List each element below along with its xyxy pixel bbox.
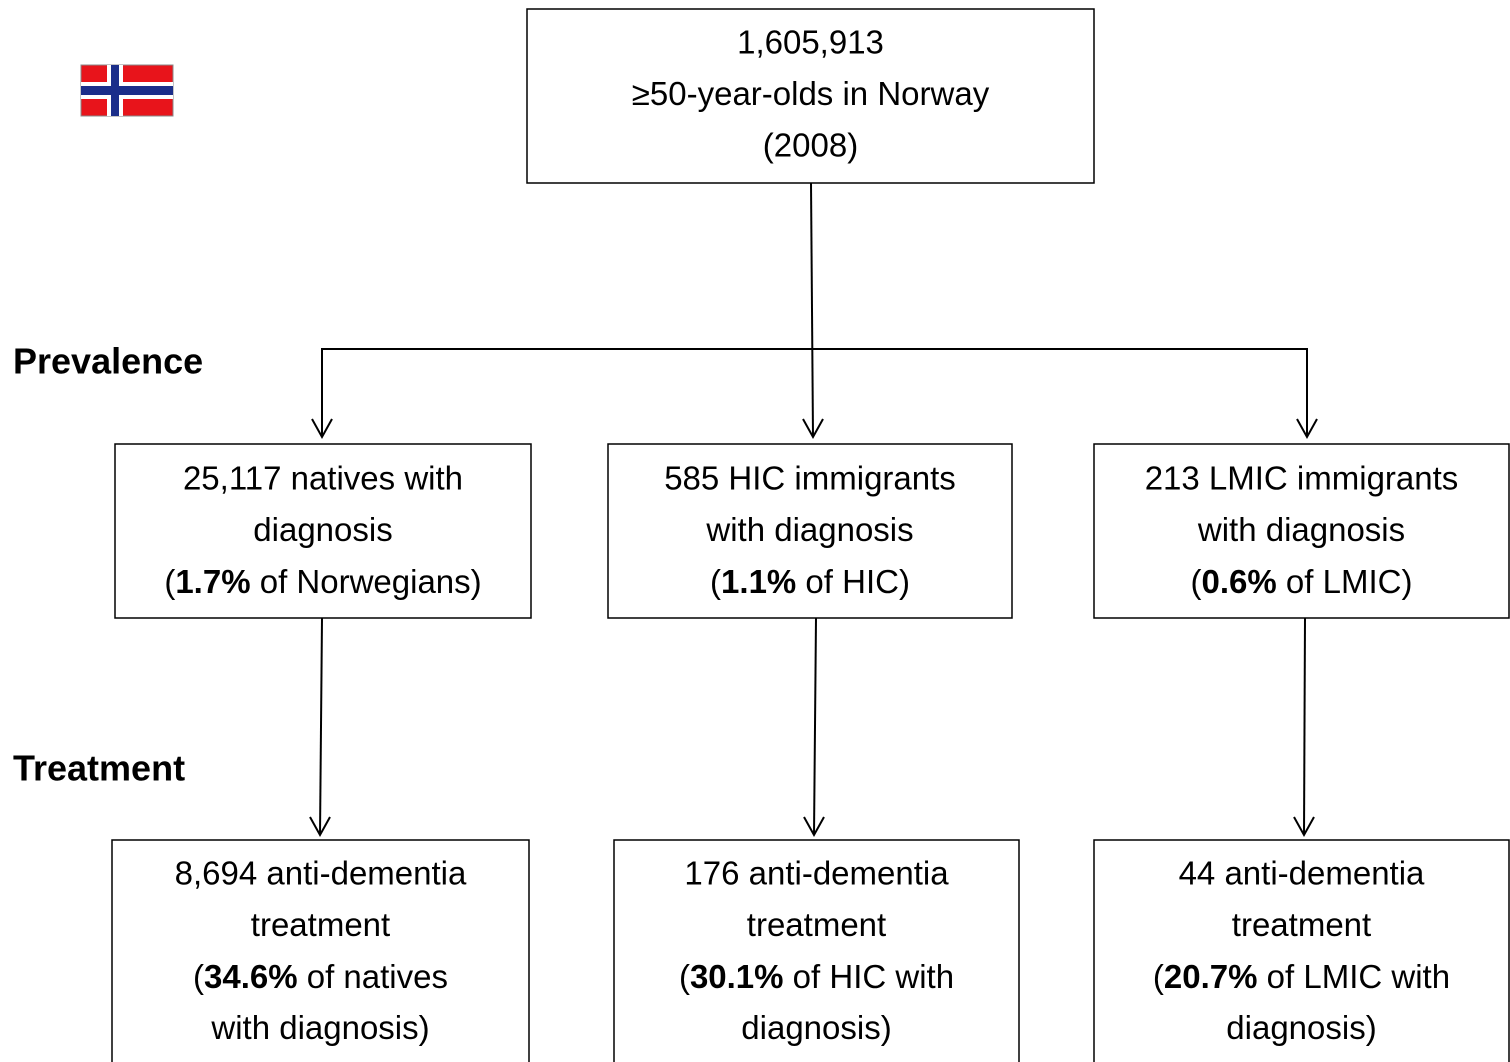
node-text: diagnosis	[253, 511, 392, 548]
node-text: 176 anti-dementia	[684, 855, 949, 892]
text-part: (	[1153, 958, 1164, 995]
node-text: (2008)	[763, 127, 858, 164]
arrowhead	[311, 418, 333, 440]
node-box	[1093, 839, 1510, 1062]
node-text: treatment	[251, 906, 390, 943]
node-text: (1.1% of HIC)	[710, 563, 910, 600]
text-part: of HIC)	[796, 563, 910, 600]
node-text: (1.7% of Norwegians)	[164, 563, 481, 600]
stage-label: Treatment	[13, 748, 185, 789]
node-text: with diagnosis)	[210, 1009, 429, 1046]
node-text: 8,694 anti-dementia	[175, 855, 467, 892]
node-text: (34.6% of natives	[193, 958, 448, 995]
node-text: diagnosis)	[741, 1009, 891, 1046]
node-text: treatment	[747, 906, 886, 943]
flag	[80, 64, 174, 117]
node-text: (0.6% of LMIC)	[1191, 563, 1413, 600]
text-part: of LMIC with	[1258, 958, 1451, 995]
node-text: 1,605,913	[737, 24, 884, 61]
text-part: of natives	[298, 958, 448, 995]
arrowhead	[803, 816, 825, 838]
node-text: with diagnosis	[1197, 511, 1405, 548]
arrowhead	[802, 418, 824, 440]
node-text: 213 LMIC immigrants	[1145, 460, 1459, 497]
bold-percent: 30.1%	[690, 958, 784, 995]
bold-percent: 20.7%	[1164, 958, 1258, 995]
bold-percent: 34.6%	[204, 958, 298, 995]
text-part: of LMIC)	[1277, 563, 1413, 600]
text-part: (	[710, 563, 721, 600]
node-text: diagnosis)	[1226, 1009, 1376, 1046]
text-part: (	[679, 958, 690, 995]
node-box	[613, 839, 1020, 1062]
node-text: 585 HIC immigrants	[664, 460, 956, 497]
node-text: 25,117 natives with	[183, 460, 463, 497]
arrowhead	[1296, 418, 1318, 440]
node-text: treatment	[1232, 906, 1371, 943]
node-box	[114, 443, 532, 619]
bold-percent: 1.1%	[721, 563, 796, 600]
text-part: of Norwegians)	[251, 563, 482, 600]
node-box	[526, 8, 1095, 184]
arrowhead	[1293, 816, 1315, 838]
node-text: (30.1% of HIC with	[679, 958, 954, 995]
text-part: (	[193, 958, 204, 995]
stage-label: Prevalence	[13, 341, 203, 382]
node-box	[607, 443, 1013, 619]
bold-percent: 0.6%	[1202, 563, 1277, 600]
node-text: with diagnosis	[705, 511, 913, 548]
node-box	[1093, 443, 1510, 619]
text-part: (	[1191, 563, 1202, 600]
node-text: ≥50-year-olds in Norway	[632, 75, 990, 112]
node-text: (20.7% of LMIC with	[1153, 958, 1450, 995]
arrowhead	[309, 816, 331, 838]
node-box	[111, 839, 530, 1062]
bold-percent: 1.7%	[175, 563, 250, 600]
node-text: 44 anti-dementia	[1179, 855, 1425, 892]
text-part: of HIC with	[784, 958, 955, 995]
text-part: (	[164, 563, 175, 600]
connectors	[319, 182, 1308, 836]
